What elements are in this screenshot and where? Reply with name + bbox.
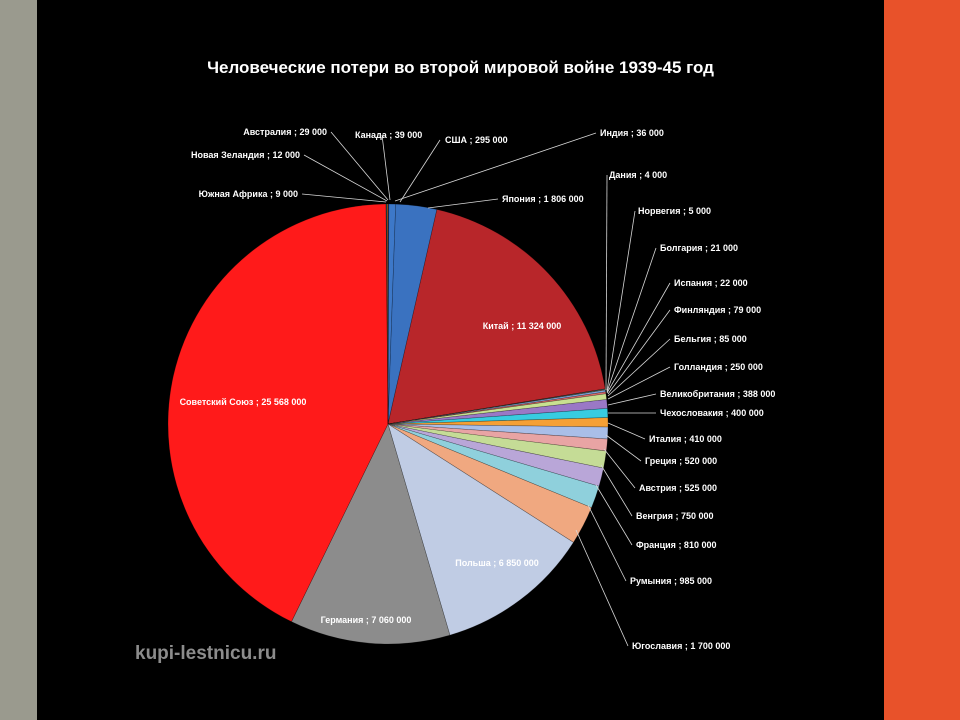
- pie-slice-7: [387, 388, 606, 425]
- data-label-24: Южная Африка ; 9 000: [199, 189, 298, 199]
- data-label-7: Болгария ; 21 000: [660, 243, 738, 253]
- leader-line-3: [427, 198, 499, 209]
- data-label-9: Финляндия ; 79 000: [674, 305, 761, 315]
- pie-slice-11: [387, 393, 607, 425]
- leader-line-25: [303, 154, 388, 202]
- pie-slice-17: [387, 423, 607, 469]
- pie-slice-4: [387, 209, 606, 425]
- leader-line-7: [606, 247, 657, 393]
- data-label-15: Греция ; 520 000: [645, 456, 717, 466]
- pie-slice-18: [387, 423, 604, 487]
- data-label-17: Венгрия ; 750 000: [636, 511, 714, 521]
- chart-title: Человеческие потери во второй мировой во…: [207, 58, 714, 77]
- data-label-1: Канада ; 39 000: [355, 130, 422, 140]
- pie-slice-12: [387, 399, 608, 425]
- pie-slice-21: [387, 423, 574, 636]
- leader-line-9: [607, 309, 671, 395]
- leader-line-15: [605, 434, 642, 462]
- data-label-26: Австралия ; 29 000: [243, 127, 327, 137]
- data-label-22: Германия ; 7 060 000: [321, 615, 412, 625]
- pie-slice-10: [387, 391, 607, 425]
- left-border: [0, 0, 37, 720]
- leader-line-10: [607, 338, 671, 397]
- data-label-6: Норвегия ; 5 000: [638, 206, 711, 216]
- data-label-10: Бельгия ; 85 000: [674, 334, 747, 344]
- pie-slice-23: [167, 203, 389, 623]
- leader-line-18: [595, 484, 633, 546]
- data-label-11: Голландия ; 250 000: [674, 362, 763, 372]
- watermark: kupi-lestnicu.ru: [135, 643, 277, 664]
- leader-line-27: [394, 132, 597, 202]
- leader-line-19: [587, 504, 627, 582]
- leader-line-26: [330, 131, 389, 201]
- leader-line-17: [600, 464, 633, 517]
- data-label-3: Япония ; 1 806 000: [502, 194, 584, 204]
- pie-slice-24: [385, 203, 389, 425]
- leader-line-20: [575, 529, 629, 647]
- data-label-27: Индия ; 36 000: [600, 128, 664, 138]
- leader-line-12: [607, 393, 657, 406]
- leader-line-1: [381, 134, 391, 201]
- pie-slice-2: [387, 203, 397, 425]
- data-label-4: Китай ; 11 324 000: [483, 321, 562, 331]
- leader-line-11: [607, 366, 671, 400]
- leader-line-2: [399, 139, 441, 203]
- data-label-2: США ; 295 000: [445, 135, 508, 145]
- leader-line-24: [301, 193, 387, 203]
- data-label-13: Чехословакия ; 400 000: [660, 408, 764, 418]
- pie-slice-6: [387, 388, 606, 425]
- pie-slice-19: [387, 423, 600, 509]
- leader-line-6: [606, 210, 636, 392]
- leader-line-16: [603, 448, 636, 489]
- pie-slice-22: [291, 423, 451, 645]
- leader-line-14: [607, 422, 646, 440]
- pie-slice-16: [387, 423, 608, 452]
- data-label-23: Советский Союз ; 25 568 000: [180, 397, 307, 407]
- pie-slice-26: [386, 203, 389, 425]
- leader-line-5: [605, 174, 608, 391]
- data-label-19: Румыния ; 985 000: [630, 576, 712, 586]
- right-border: [884, 0, 960, 720]
- pie-slice-20: [387, 423, 592, 543]
- pie-slice-14: [387, 417, 609, 428]
- pie-slice-13: [387, 408, 609, 425]
- pie-slice-8: [387, 389, 606, 425]
- data-label-12: Великобритания ; 388 000: [660, 389, 775, 399]
- data-label-21: Польша ; 6 850 000: [455, 558, 539, 568]
- pie-slice-25: [385, 203, 389, 425]
- data-label-16: Австрия ; 525 000: [639, 483, 717, 493]
- pie-slice-15: [387, 423, 609, 440]
- data-label-20: Югославия ; 1 700 000: [632, 641, 730, 651]
- data-label-18: Франция ; 810 000: [636, 540, 716, 550]
- data-label-14: Италия ; 410 000: [649, 434, 722, 444]
- pie-slice-1: [387, 203, 390, 425]
- pie-slice-3: [387, 203, 438, 425]
- pie-slice-5: [387, 388, 606, 425]
- data-label-25: Новая Зеландия ; 12 000: [191, 150, 300, 160]
- data-label-5: Дания ; 4 000: [609, 170, 667, 180]
- pie-slice-27: [386, 203, 389, 425]
- leader-line-8: [606, 282, 671, 394]
- pie-slice-9: [387, 389, 606, 425]
- data-label-8: Испания ; 22 000: [674, 278, 748, 288]
